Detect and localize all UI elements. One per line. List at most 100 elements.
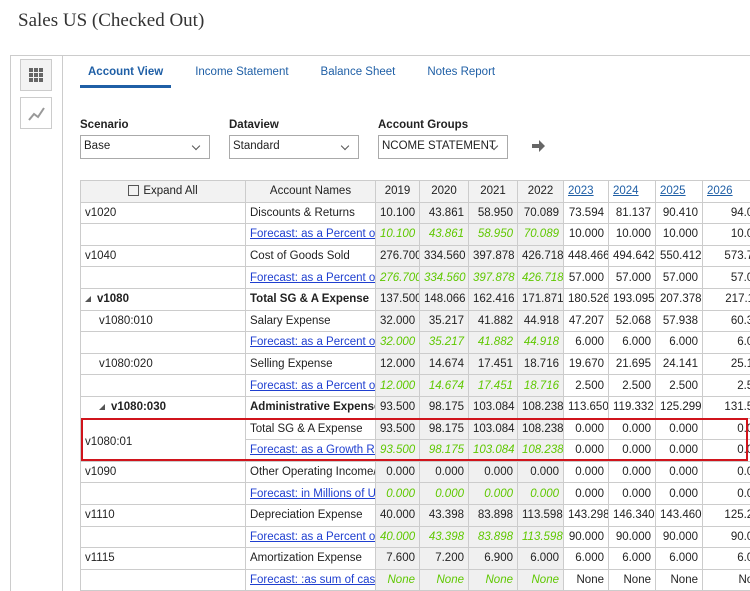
- value-cell: 119.332: [608, 395, 656, 419]
- column-header: Account Names: [245, 180, 376, 203]
- tab[interactable]: Balance Sheet: [320, 66, 396, 78]
- value-cell: 32.000: [375, 309, 420, 333]
- chart-icon: [28, 107, 45, 121]
- value-cell: 0.000: [702, 439, 750, 462]
- value-cell: 137.500: [375, 287, 420, 311]
- forecast-method-link[interactable]: Forecast: as a Percent of F: [245, 223, 376, 246]
- expand-all-cell: Expand All: [80, 180, 246, 203]
- filter: Scenario Base: [80, 119, 210, 159]
- forecast-method-link[interactable]: Forecast: as a Percent of S: [245, 331, 376, 354]
- grid-row: Forecast: :as sum of cash None None None Non…: [80, 568, 750, 591]
- collapse-toggle[interactable]: [99, 403, 105, 410]
- value-cell: 32.000: [375, 331, 420, 354]
- filter-select[interactable]: NCOME STATEMENT: [378, 135, 508, 159]
- value-cell: 83.898: [468, 525, 518, 549]
- value-cell: 0.000: [608, 482, 656, 505]
- value-cell: 12.000: [375, 374, 420, 397]
- year-header[interactable]: 2023: [563, 180, 609, 203]
- value-cell: 17.451: [468, 352, 518, 376]
- grid-row: Forecast: as a Percent of F 10.100 43.861 5…: [80, 223, 750, 246]
- value-cell: 143.460: [655, 503, 703, 527]
- grid-row: Forecast: as a Growth Rate93.50098.17510…: [81, 439, 750, 462]
- value-cell: 0.000: [608, 439, 656, 462]
- account-name: Total SG & A Expense: [245, 287, 376, 311]
- value-cell: 0.000: [702, 460, 750, 484]
- value-cell: 448.466: [563, 244, 609, 268]
- year-header: 2021: [468, 180, 518, 203]
- account-id: v1020: [85, 206, 117, 219]
- year-header[interactable]: 2024: [608, 180, 656, 203]
- value-cell: 0.000: [468, 482, 518, 505]
- value-cell: 6.000: [702, 547, 750, 570]
- tab[interactable]: Income Statement: [195, 66, 289, 78]
- forecast-method-link[interactable]: Forecast: :as sum of cash: [245, 568, 376, 591]
- chart-view-button[interactable]: [20, 97, 52, 129]
- go-arrow[interactable]: [531, 139, 545, 153]
- value-cell: 57.000: [608, 266, 656, 289]
- account-id-cell: v1080:010: [80, 309, 246, 333]
- forecast-method-link[interactable]: Forecast: as a Percent of S: [245, 374, 376, 397]
- account-name: Depreciation Expense: [245, 503, 376, 527]
- value-cell: 83.898: [468, 503, 518, 527]
- year-header[interactable]: 2025: [655, 180, 703, 203]
- value-cell: 10.100: [375, 223, 420, 246]
- value-cell: 6.000: [608, 547, 656, 570]
- value-cell: 125.280: [702, 503, 750, 527]
- value-cell: 41.882: [468, 331, 518, 354]
- account-id-cell: v1080:030: [80, 395, 246, 419]
- forecast-method-link[interactable]: Forecast: as a Growth Rate: [245, 439, 376, 462]
- grid-view-button[interactable]: [20, 59, 52, 91]
- value-cell: 12.000: [375, 352, 420, 376]
- empty-cell: [80, 374, 246, 397]
- value-cell: 0.000: [702, 482, 750, 505]
- tab[interactable]: Account View: [80, 66, 172, 88]
- value-cell: 6.900: [468, 547, 518, 570]
- value-cell: 25.163: [702, 352, 750, 376]
- expand-all-label: Expand All: [143, 185, 198, 198]
- grid-icon: [29, 68, 43, 82]
- value-cell: 98.175: [419, 439, 469, 462]
- value-cell: 0.000: [655, 460, 703, 484]
- forecast-method-link[interactable]: Forecast: as a Percent of D: [245, 525, 376, 549]
- value-cell: 113.598: [517, 503, 564, 527]
- year-header[interactable]: 2026: [702, 180, 750, 203]
- value-cell: 43.398: [419, 525, 469, 549]
- content-frame: [10, 55, 750, 591]
- value-cell: 397.878: [468, 266, 518, 289]
- account-id-cell: v1090: [80, 460, 246, 484]
- value-cell: 57.000: [702, 266, 750, 289]
- account-id: v1090: [85, 465, 117, 478]
- filter: Account Groups NCOME STATEMENT: [378, 119, 508, 159]
- value-cell: 0.000: [655, 417, 703, 441]
- value-cell: 0.000: [419, 482, 469, 505]
- value-cell: 57.000: [655, 266, 703, 289]
- value-cell: 18.716: [517, 352, 564, 376]
- value-cell: 334.560: [419, 266, 469, 289]
- expand-all[interactable]: Expand All: [128, 185, 198, 198]
- value-cell: 6.000: [563, 331, 609, 354]
- account-id: v1040: [85, 249, 117, 262]
- filter-select[interactable]: Standard: [229, 135, 359, 159]
- value-cell: 0.000: [375, 460, 420, 484]
- collapse-toggle[interactable]: [85, 295, 91, 302]
- value-cell: 103.084: [468, 395, 518, 419]
- value-cell: None: [517, 568, 564, 591]
- value-cell: None: [702, 568, 750, 591]
- value-cell: 90.410: [655, 201, 703, 225]
- tab[interactable]: Notes Report: [427, 66, 496, 78]
- value-cell: 426.718: [517, 244, 564, 268]
- filter-select[interactable]: Base: [80, 135, 210, 159]
- year-header: 2020: [419, 180, 469, 203]
- value-cell: 0.000: [563, 417, 609, 441]
- value-cell: 103.084: [468, 417, 518, 441]
- value-cell: 47.207: [563, 309, 609, 333]
- value-cell: 58.950: [468, 201, 518, 225]
- account-name: Amortization Expense: [245, 547, 376, 570]
- forecast-method-link[interactable]: Forecast: in Millions of US: [245, 482, 376, 505]
- account-id-cell: v1080:020: [80, 352, 246, 376]
- forecast-method-link[interactable]: Forecast: as a Percent of S: [245, 266, 376, 289]
- value-cell: 57.000: [563, 266, 609, 289]
- value-cell: None: [563, 568, 609, 591]
- account-name: Total SG & A Expense: [245, 417, 376, 441]
